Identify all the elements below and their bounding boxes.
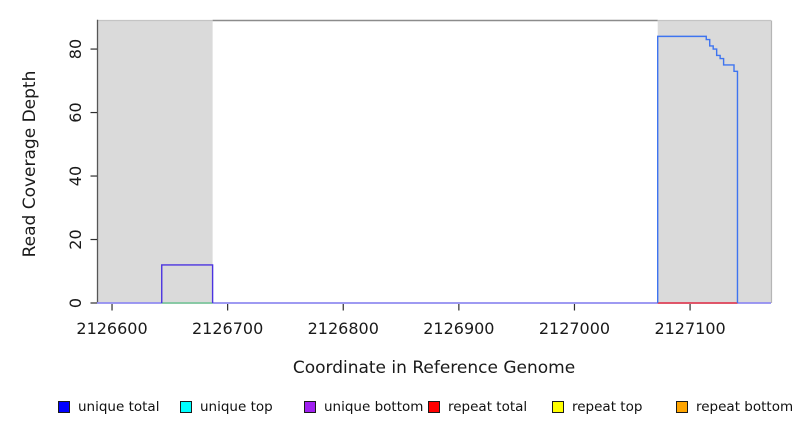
legend: unique total unique top unique bottom re…	[0, 399, 792, 419]
legend-item-repeat-total: repeat total	[428, 399, 527, 415]
y-tick-label: 60	[66, 102, 85, 122]
y-tick-label: 0	[66, 298, 85, 308]
unique-bottom-swatch-icon	[304, 401, 316, 413]
legend-label: repeat total	[448, 399, 528, 415]
legend-label: unique top	[200, 399, 273, 415]
legend-item-unique-total: unique total	[58, 399, 159, 415]
right-gray-region	[657, 20, 771, 303]
y-tick-label: 80	[66, 39, 85, 59]
y-tick-label: 40	[66, 166, 85, 186]
legend-label: unique bottom	[324, 399, 424, 415]
x-tick-label: 2126800	[308, 319, 379, 338]
x-tick-label: 2127000	[539, 319, 610, 338]
x-tick-label: 2126600	[76, 319, 147, 338]
x-axis-title: Coordinate in Reference Genome	[292, 358, 576, 378]
y-tick-label: 20	[66, 229, 85, 249]
legend-label: repeat bottom	[696, 399, 792, 415]
x-tick-label: 2126700	[192, 319, 263, 338]
unique-total-swatch-icon	[58, 401, 70, 413]
left-gray-region	[97, 20, 213, 303]
series-unique-bottom-peak	[161, 264, 214, 303]
x-tick-label: 2126900	[423, 319, 494, 338]
legend-label: unique total	[78, 399, 160, 415]
repeat-top-swatch-icon	[552, 401, 564, 413]
legend-item-repeat-bottom: repeat bottom	[676, 399, 792, 415]
legend-item-unique-top: unique top	[180, 399, 273, 415]
repeat-total-swatch-icon	[428, 401, 440, 413]
legend-item-repeat-top: repeat top	[552, 399, 642, 415]
legend-item-unique-bottom: unique bottom	[304, 399, 423, 415]
series-unique-total-peak	[657, 35, 739, 303]
repeat-bottom-swatch-icon	[676, 401, 688, 413]
x-tick-label: 2127100	[654, 319, 725, 338]
unique-top-swatch-icon	[180, 401, 192, 413]
y-axis-title: Read Coverage Depth	[20, 70, 40, 258]
legend-label: repeat top	[572, 399, 643, 415]
